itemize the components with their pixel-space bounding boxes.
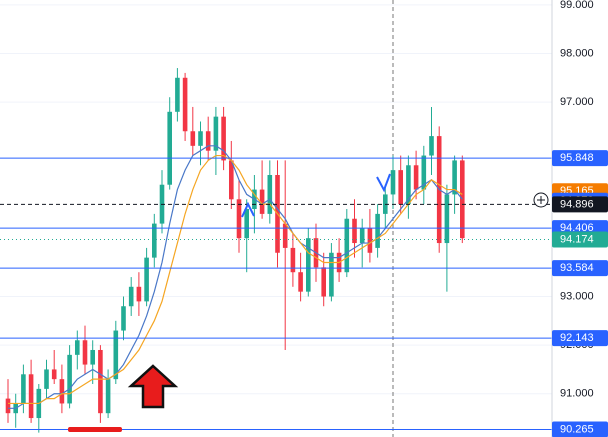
price-badge-label: 94.406 [560,222,594,234]
candle-body [5,398,11,414]
candle-body [128,286,134,307]
marker [376,173,391,193]
candle-body [259,189,265,214]
candle-body [75,340,80,355]
price-badge-label: 92.143 [560,332,594,344]
candle-body [344,218,350,273]
candle-body [82,340,88,365]
candle-body [152,223,157,258]
candle-body [406,165,411,205]
price-badge [552,196,608,213]
price-badge [552,150,608,167]
price-badge-label: 90.265 [560,423,594,435]
candle-body [121,306,126,331]
candle-body [390,170,396,195]
y-tick-label: 97.000 [560,96,594,108]
candle-body [175,77,180,112]
candle-body [321,267,326,297]
candle-body [67,354,72,404]
candle-body [267,174,273,214]
candle-body [236,199,242,239]
marker-bar [68,427,122,432]
grid [0,4,552,395]
candle-body [290,247,296,273]
candle-body [59,379,65,404]
y-tick-label: 99.000 [560,0,594,11]
candle-body [359,228,365,244]
candle-body [21,374,26,404]
y-tick-label: 93.000 [560,290,594,302]
candle-body [413,165,419,190]
candle-body [167,111,172,185]
candle-body [244,209,249,239]
candle-body [105,379,111,414]
price-badge [552,231,608,248]
candle-body [144,257,149,302]
up-arrow [127,364,179,409]
price-badge-label: 94.174 [560,233,594,245]
candle-body [113,330,119,380]
candle-body [329,252,334,297]
price-axis: 99.00098.00097.00093.00092.00091.00095.8… [551,0,608,437]
price-badge-label: 95.848 [560,152,594,164]
candle-body [213,116,219,151]
candle-body [98,349,103,414]
candle-body [421,155,427,190]
moving-average [8,154,463,405]
candle-body [352,218,357,244]
candle-body [429,136,434,156]
price-badge-label: 94.896 [560,198,594,210]
candle-body [44,369,49,389]
moving-average [8,145,463,409]
candle-body [298,272,303,292]
y-tick-label: 91.000 [560,388,594,400]
candle-body [229,160,234,200]
candle-body [51,369,57,380]
price-badge [552,421,608,437]
candle-body [444,194,450,244]
axis-background [552,0,608,437]
price-badge [552,260,608,277]
candle-body [205,131,211,151]
candle-body [198,131,203,146]
marker [241,201,255,218]
candle-body [452,160,457,195]
candle-body [367,228,373,253]
candle-body [375,213,380,248]
candle-body [190,131,196,146]
candle-body [306,238,311,292]
candle-body [136,286,142,302]
price-badge-label: 93.584 [560,262,594,274]
candle-body [28,374,34,419]
candle-body [90,349,95,365]
candle-body [398,170,403,205]
candle-body [282,223,288,248]
candle-body [221,116,226,161]
price-badge [552,330,608,347]
add-icon [537,196,545,204]
candle-body [182,77,188,132]
y-tick-label: 98.000 [560,47,594,59]
